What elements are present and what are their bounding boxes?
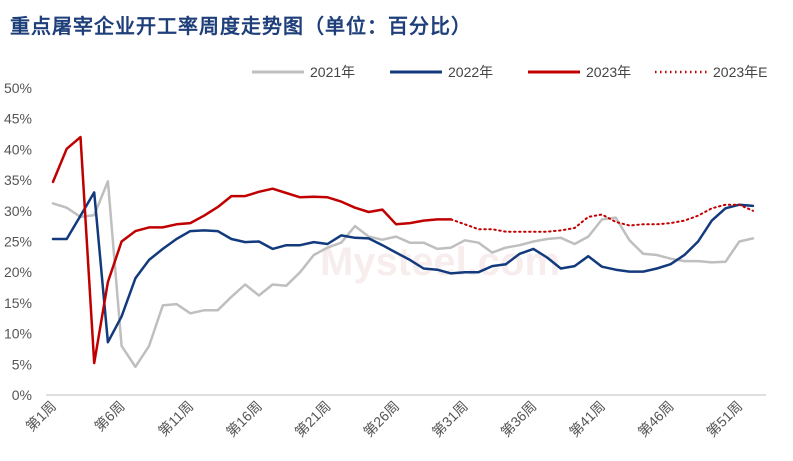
x-tick-label: 第11周 [155, 398, 196, 439]
x-tick-label: 第16周 [223, 398, 265, 440]
y-tick-label: 0% [12, 387, 32, 403]
legend-label: 2023年E [713, 64, 767, 80]
y-tick-label: 30% [4, 203, 32, 219]
y-tick-label: 5% [12, 356, 32, 372]
series-line-1 [51, 180, 755, 369]
y-tick-label: 25% [4, 234, 32, 250]
legend: 2021年 2022年 2023年 2023年E [252, 64, 767, 80]
y-tick-label: 35% [4, 172, 32, 188]
x-tick-label: 第31周 [429, 398, 471, 440]
y-tick-label: 10% [4, 326, 32, 342]
watermark: Mysteel.com [320, 240, 560, 284]
y-tick-label: 45% [4, 111, 32, 127]
y-tick-label: 20% [4, 264, 32, 280]
legend-label: 2022年 [448, 64, 493, 80]
x-tick-label: 第36周 [497, 398, 539, 440]
x-tick-label: 第21周 [292, 398, 334, 440]
x-tick-label: 第6周 [91, 398, 128, 435]
series-line-3 [51, 135, 453, 365]
series-lines [51, 135, 755, 369]
y-tick-label: 40% [4, 141, 32, 157]
series-line-4 [450, 203, 754, 233]
legend-label: 2023年 [586, 64, 631, 80]
x-tick-label: 第51周 [703, 398, 745, 440]
legend-label: 2021年 [310, 64, 355, 80]
y-tick-label: 15% [4, 295, 32, 311]
chart-title: 重点屠宰企业开工率周度走势图（单位：百分比） [10, 14, 472, 38]
y-tick-label: 50% [4, 80, 32, 96]
x-tick-label: 第46周 [635, 398, 677, 440]
x-tick-label: 第41周 [566, 398, 608, 440]
x-tick-label: 第26周 [360, 398, 402, 440]
series-line-2 [51, 191, 755, 344]
x-tick-label: 第1周 [22, 398, 59, 435]
